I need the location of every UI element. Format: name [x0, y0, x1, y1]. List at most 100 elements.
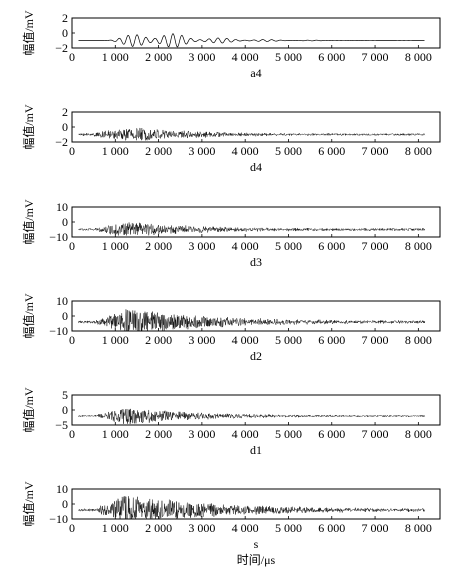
subplot-label: d4 [250, 160, 262, 174]
x-tick-label: 7 000 [362, 144, 389, 158]
x-tick-label: 8 000 [405, 50, 432, 64]
y-tick-label: 2 [62, 105, 68, 119]
waveform-trace-d4 [78, 127, 426, 141]
y-tick-label: 0 [62, 309, 68, 323]
x-tick-label: 1 000 [102, 427, 129, 441]
waveform-trace-s [78, 496, 426, 519]
y-tick-label: 5 [62, 388, 68, 402]
subplot-label: d1 [250, 443, 262, 457]
x-tick-label: 4 000 [232, 50, 259, 64]
y-axis-label: 幅值/mV [21, 104, 36, 150]
x-tick-label: 7 000 [362, 427, 389, 441]
x-tick-label: 6 000 [318, 144, 345, 158]
x-tick-label: 5 000 [275, 239, 302, 253]
subplot-label: d3 [250, 255, 262, 269]
y-tick-label: −10 [49, 512, 68, 526]
x-tick-label: 6 000 [318, 239, 345, 253]
x-tick-label: 2 000 [145, 521, 172, 535]
x-tick-label: 0 [69, 333, 75, 347]
x-tick-label: 2 000 [145, 239, 172, 253]
x-tick-label: 0 [69, 144, 75, 158]
y-tick-label: 0 [62, 120, 68, 134]
x-tick-label: 2 000 [145, 144, 172, 158]
y-tick-label: 0 [62, 215, 68, 229]
y-tick-label: 0 [62, 403, 68, 417]
x-tick-label: 2 000 [145, 50, 172, 64]
waveform-trace-d2 [78, 309, 426, 331]
y-tick-label: −2 [55, 41, 68, 55]
y-tick-label: 0 [62, 26, 68, 40]
subplot-d4: 0 1 000 2 000 3 000 4 000 5 000 6 000 7 000 8 00… [21, 104, 441, 174]
x-tick-label: 5 000 [275, 333, 302, 347]
x-tick-label: 7 000 [362, 239, 389, 253]
y-tick-label: 2 [62, 11, 68, 25]
x-tick-label: 8 000 [405, 333, 432, 347]
x-tick-label: 7 000 [362, 521, 389, 535]
x-tick-label: 7 000 [362, 50, 389, 64]
x-tick-label: 1 000 [102, 50, 129, 64]
subplot-a4: 0 1 000 2 000 3 000 4 000 5 000 6 000 7 000 8 00… [21, 10, 441, 80]
subplot-label: d2 [250, 349, 262, 363]
x-tick-label: 8 000 [405, 144, 432, 158]
x-tick-label: 6 000 [318, 333, 345, 347]
x-tick-label: 3 000 [188, 521, 215, 535]
y-tick-label: 10 [56, 482, 68, 496]
x-tick-label: 4 000 [232, 427, 259, 441]
subplot-label: a4 [250, 66, 261, 80]
y-axis-label: 幅值/mV [21, 387, 36, 433]
x-tick-label: 0 [69, 521, 75, 535]
x-tick-label: 6 000 [318, 427, 345, 441]
x-tick-label: 2 000 [145, 427, 172, 441]
x-tick-label: 3 000 [188, 333, 215, 347]
x-tick-label: 8 000 [405, 239, 432, 253]
y-axis-label: 幅值/mV [21, 199, 36, 245]
y-axis-label: 幅值/mV [21, 293, 36, 339]
x-tick-label: 4 000 [232, 239, 259, 253]
subplot-s: 0 1 000 2 000 3 000 4 000 5 000 6 000 7 000 8 00… [21, 481, 441, 567]
subplot-d2: 0 1 000 2 000 3 000 4 000 5 000 6 000 7 000 8 00… [21, 293, 441, 363]
subplot-label: s [254, 537, 259, 551]
plot-frame [71, 17, 441, 49]
x-tick-label: 1 000 [102, 333, 129, 347]
x-tick-label: 1 000 [102, 144, 129, 158]
x-tick-label: 3 000 [188, 239, 215, 253]
x-tick-label: 0 [69, 427, 75, 441]
x-tick-label: 6 000 [318, 521, 345, 535]
x-axis-label: 时间/μs [237, 553, 276, 567]
x-tick-label: 5 000 [275, 50, 302, 64]
y-tick-label: −10 [49, 230, 68, 244]
x-tick-label: 0 [69, 50, 75, 64]
subplot-d1: 0 1 000 2 000 3 000 4 000 5 000 6 000 7 000 8 00… [21, 387, 441, 457]
x-tick-label: 8 000 [405, 427, 432, 441]
x-tick-label: 7 000 [362, 333, 389, 347]
plot-frame [71, 206, 441, 238]
x-tick-label: 4 000 [232, 333, 259, 347]
waveform-trace-d1 [78, 408, 426, 425]
x-tick-label: 5 000 [275, 427, 302, 441]
y-tick-label: −2 [55, 135, 68, 149]
x-tick-label: 3 000 [188, 427, 215, 441]
y-tick-label: 10 [56, 294, 68, 308]
waveform-trace-a4 [78, 33, 425, 48]
x-tick-label: 4 000 [232, 521, 259, 535]
y-tick-label: 0 [62, 497, 68, 511]
x-tick-label: 5 000 [275, 144, 302, 158]
x-tick-label: 1 000 [102, 239, 129, 253]
y-tick-label: −10 [49, 324, 68, 338]
x-tick-label: 8 000 [405, 521, 432, 535]
x-tick-label: 4 000 [232, 144, 259, 158]
x-tick-label: 5 000 [275, 521, 302, 535]
y-axis-label: 幅值/mV [21, 481, 36, 527]
y-axis-label: 幅值/mV [21, 10, 36, 56]
x-tick-label: 3 000 [188, 50, 215, 64]
x-tick-label: 1 000 [102, 521, 129, 535]
y-tick-label: 10 [56, 200, 68, 214]
x-tick-label: 2 000 [145, 333, 172, 347]
x-tick-label: 3 000 [188, 144, 215, 158]
subplot-d3: 0 1 000 2 000 3 000 4 000 5 000 6 000 7 000 8 00… [21, 199, 441, 269]
waveform-trace-d3 [78, 222, 426, 236]
y-tick-label: −5 [55, 418, 68, 432]
x-tick-label: 6 000 [318, 50, 345, 64]
x-tick-label: 0 [69, 239, 75, 253]
